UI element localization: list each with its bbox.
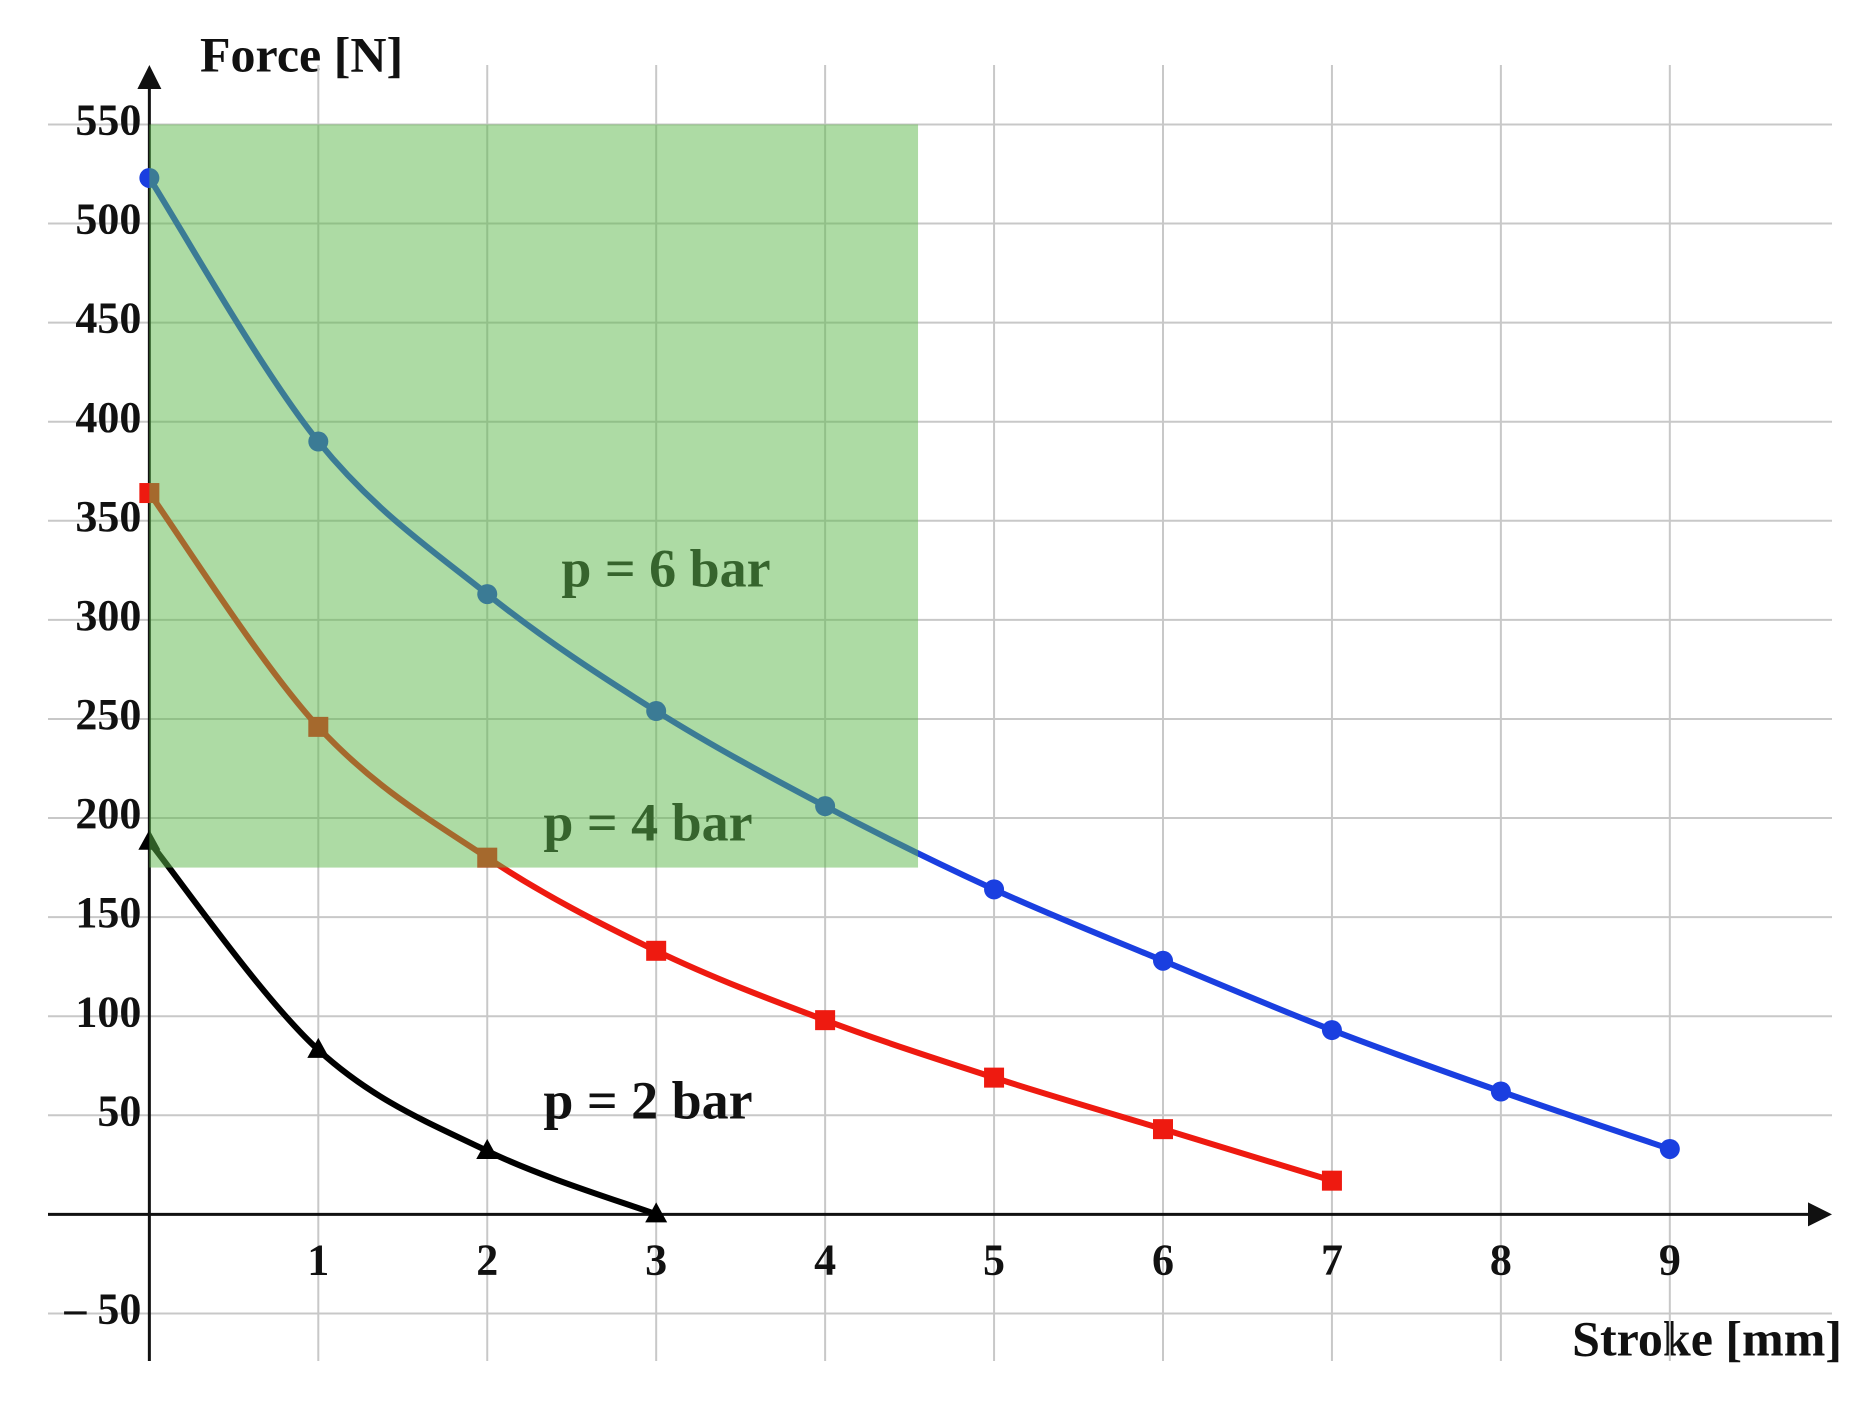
marker	[476, 1138, 499, 1159]
y-tick-label: 300	[75, 591, 141, 640]
x-axis-arrow	[1808, 1202, 1832, 1227]
x-tick-label: 1	[307, 1235, 329, 1284]
marker	[1153, 1119, 1173, 1140]
y-tick-label: 50	[97, 1086, 141, 1135]
marker	[815, 1010, 836, 1031]
y-tick-label: – 50	[63, 1285, 141, 1334]
x-axis-title: Stroke [mm]	[1572, 1310, 1842, 1366]
marker	[307, 1037, 330, 1058]
y-tick-label: 250	[75, 690, 141, 739]
y-tick-label: 400	[75, 393, 141, 442]
marker	[1153, 950, 1173, 971]
y-tick-label: 350	[75, 492, 141, 541]
marker	[1321, 1020, 1342, 1041]
y-tick-label: 450	[75, 294, 141, 343]
series-line	[147, 839, 658, 1218]
x-tick-label: 9	[1659, 1235, 1681, 1284]
marker	[1659, 1138, 1680, 1159]
highlight-region	[149, 124, 919, 868]
marker	[646, 940, 667, 961]
marker	[1321, 1170, 1342, 1191]
y-tick-label: 100	[75, 987, 141, 1036]
series-label: p = 2 bar	[543, 1070, 752, 1130]
x-tick-label: 3	[645, 1235, 667, 1284]
marker	[984, 1067, 1005, 1088]
x-tick-label: 4	[814, 1235, 836, 1284]
marker	[645, 1202, 668, 1223]
y-tick-label: 200	[75, 789, 141, 838]
x-tick-label: 7	[1321, 1235, 1343, 1284]
y-tick-label: 150	[75, 888, 141, 937]
x-tick-label: 6	[1152, 1235, 1174, 1284]
x-tick-label: 2	[476, 1235, 498, 1284]
y-tick-label: 550	[75, 96, 141, 145]
marker	[1490, 1081, 1511, 1102]
y-tick-label: 500	[75, 195, 141, 244]
y-axis-title: Force [N]	[200, 26, 403, 82]
x-tick-label: 5	[983, 1235, 1005, 1284]
marker	[984, 879, 1005, 900]
y-axis-arrow	[137, 65, 162, 89]
x-tick-label: 8	[1490, 1235, 1512, 1284]
